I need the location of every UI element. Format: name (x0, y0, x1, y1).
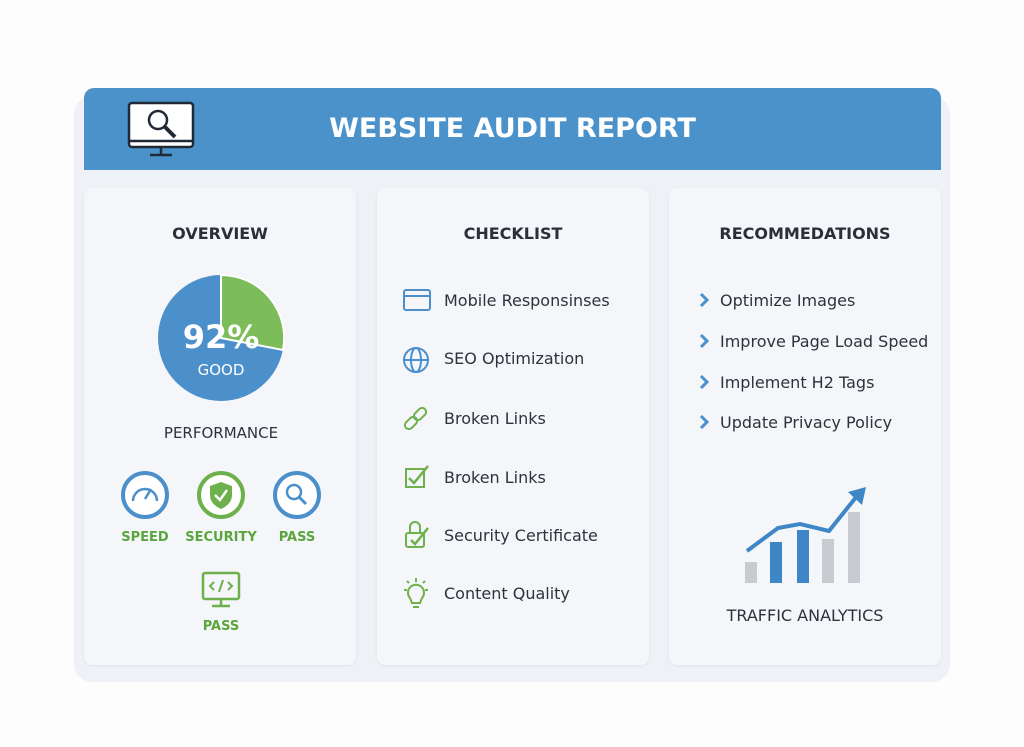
list-item: Content Quality (444, 584, 570, 603)
traffic-chart-icon (745, 487, 866, 583)
checklist-icons (403, 289, 431, 608)
pass-icon (273, 471, 321, 519)
traffic-caption: TRAFFIC ANALYTICS (726, 606, 884, 625)
list-item: Security Certificate (444, 526, 598, 545)
badge-label: SPEED (121, 530, 169, 545)
chevrons (699, 292, 710, 430)
list-item: Broken Links (444, 409, 546, 428)
list-item: Improve Page Load Speed (720, 332, 929, 351)
list-item: SEO Optimization (444, 349, 585, 368)
list-item: Broken Links (444, 468, 546, 487)
performance-caption: PERFORMANCE (163, 424, 279, 442)
code-monitor-icon (201, 571, 241, 608)
overview-card (84, 188, 356, 665)
header-icon (127, 101, 195, 157)
checklist-title: CHECKLIST (463, 224, 563, 243)
list-item: Mobile Responsinses (444, 291, 610, 310)
security-icon (197, 471, 245, 519)
score: 92% (182, 318, 260, 356)
score-donut (158, 273, 286, 401)
rating: GOOD (197, 361, 245, 379)
recommendations-card (669, 188, 941, 665)
header-title: WEBSITE AUDIT REPORT (329, 113, 696, 144)
overview-title: OVERVIEW (172, 224, 268, 243)
list-item: Optimize Images (720, 291, 856, 310)
checklist-card (377, 188, 649, 665)
list-item: Update Privacy Policy (720, 413, 893, 432)
badge-label: PASS (202, 619, 240, 634)
badge-label: SECURITY (185, 530, 257, 545)
speed-icon (121, 471, 169, 519)
recommendations-title: RECOMMEDATIONS (719, 224, 891, 243)
header-bar (84, 88, 941, 170)
list-item: Implement H2 Tags (720, 373, 875, 392)
badge-label: PASS (278, 530, 316, 545)
